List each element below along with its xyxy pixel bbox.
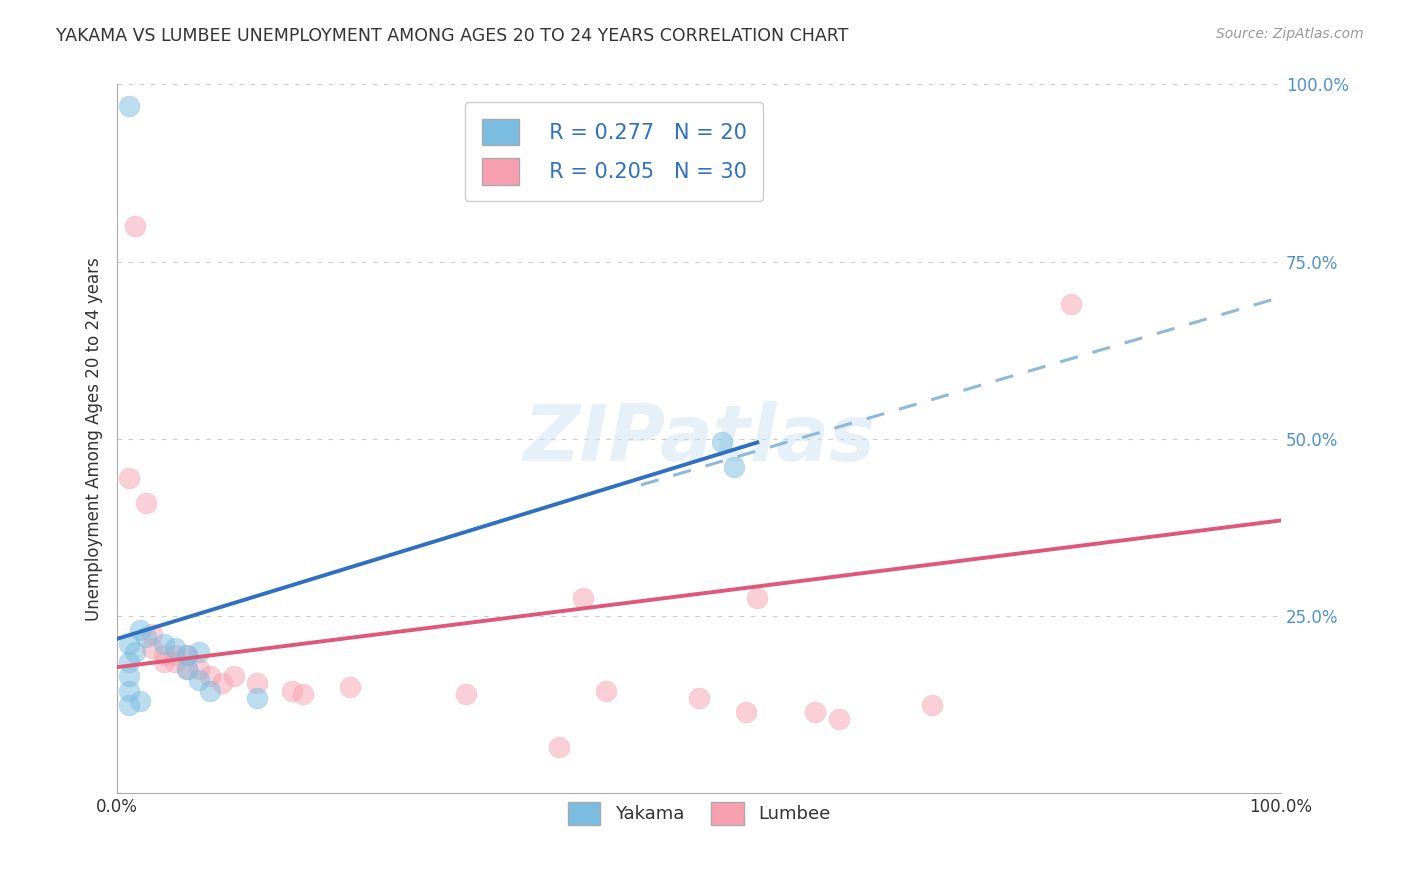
Point (165, 648, 187, 662)
Point (747, 591, 769, 606)
Point (176, 662, 198, 676)
Point (548, 740, 571, 755)
Point (456, 687, 478, 701)
Text: Source: ZipAtlas.com: Source: ZipAtlas.com (1216, 27, 1364, 41)
Point (118, 655, 141, 669)
Point (595, 683, 617, 698)
Point (176, 662, 198, 676)
Point (165, 655, 187, 669)
Point (246, 690, 269, 705)
Point (187, 644, 209, 658)
Point (141, 640, 163, 655)
Point (187, 662, 209, 676)
Point (135, 631, 157, 645)
Point (187, 673, 209, 687)
Point (176, 648, 198, 662)
Legend: Yakama, Lumbee: Yakama, Lumbee (558, 793, 839, 834)
Point (222, 669, 245, 683)
Y-axis label: Unemployment Among Ages 20 to 24 years: Unemployment Among Ages 20 to 24 years (86, 257, 103, 621)
Text: YAKAMA VS LUMBEE UNEMPLOYMENT AMONG AGES 20 TO 24 YEARS CORRELATION CHART: YAKAMA VS LUMBEE UNEMPLOYMENT AMONG AGES… (56, 27, 849, 45)
Point (129, 694, 152, 708)
Point (118, 683, 141, 698)
Point (118, 698, 141, 712)
Point (1060, 297, 1083, 311)
Point (571, 591, 593, 606)
Point (828, 712, 851, 726)
Point (200, 669, 222, 683)
Point (804, 705, 827, 719)
Point (200, 683, 222, 698)
Point (129, 624, 152, 638)
Point (921, 698, 943, 712)
Point (176, 648, 198, 662)
Point (118, 471, 141, 485)
Point (141, 627, 163, 641)
Point (339, 680, 361, 694)
Point (292, 687, 315, 701)
Point (723, 460, 745, 475)
Text: ZIPatlas: ZIPatlas (523, 401, 875, 477)
Point (688, 690, 710, 705)
Point (246, 676, 269, 690)
Point (118, 99, 141, 113)
Point (152, 655, 174, 669)
Point (124, 644, 146, 658)
Point (124, 219, 146, 234)
Point (152, 648, 174, 662)
Point (118, 669, 141, 683)
Point (165, 640, 187, 655)
Point (711, 435, 734, 450)
Point (135, 496, 157, 510)
Point (118, 638, 141, 652)
Point (734, 705, 756, 719)
Point (281, 683, 304, 698)
Point (211, 676, 233, 690)
Point (152, 638, 174, 652)
